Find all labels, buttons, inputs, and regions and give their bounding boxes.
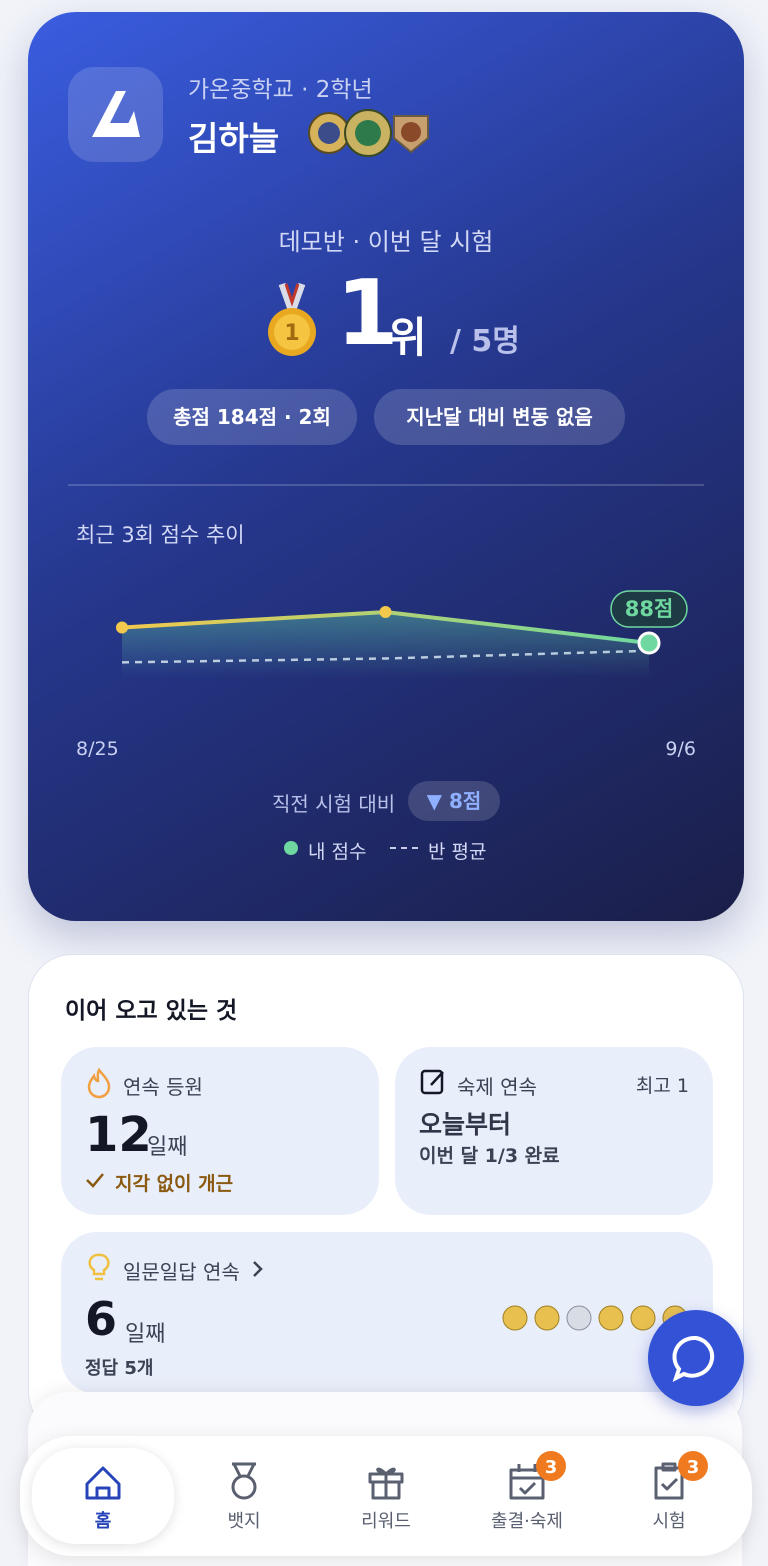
- legend-entry: 내 점수: [308, 841, 367, 863]
- card-value: 6: [85, 1292, 118, 1346]
- card-note: 정답 5개: [85, 1358, 154, 1379]
- divider: [68, 484, 704, 486]
- nav-icons: 홈 뱃지 리워드 출결·숙제 3 시험 3: [85, 1451, 708, 1532]
- medal-rank: 1: [284, 321, 299, 346]
- card-value: 오늘부터: [419, 1110, 512, 1139]
- legend-entry: 반 평균: [428, 841, 487, 863]
- card-label: 숙제 연속: [457, 1075, 537, 1099]
- chat-icon: [672, 1335, 715, 1382]
- medal-icon: 1: [268, 282, 316, 356]
- card-note: 이번 달 1/3 완료: [419, 1145, 560, 1167]
- bottom-nav: 홈 뱃지 리워드 출결·숙제 3 시험 3: [20, 1436, 752, 1556]
- chat-button[interactable]: [648, 1310, 744, 1406]
- nav-badge-count: 3: [687, 1457, 700, 1478]
- bulb-icon: [88, 1253, 110, 1281]
- nav-label[interactable]: 리워드: [361, 1511, 411, 1532]
- rank-total: / 5명: [450, 324, 520, 359]
- card-value: 12: [85, 1107, 152, 1163]
- nav-icon: [231, 1462, 257, 1500]
- badge-icons: [308, 109, 429, 157]
- streak-card: 연속 등원 12 일째 지각 없이 개근: [61, 1047, 379, 1215]
- x-tick-label: 8/25: [76, 738, 119, 760]
- logo-icon: [92, 91, 140, 137]
- check-icon: [86, 1173, 104, 1188]
- card-unit: 일째: [147, 1135, 188, 1160]
- score-hero-card: 가온중학교 · 2학년 김하늘 데모반 · 이번 달 시험 1 1 위 / 5명…: [28, 12, 744, 921]
- comparison-value: ▼ 8점: [408, 781, 500, 821]
- nav-label[interactable]: 홈: [95, 1510, 112, 1532]
- x-tick-label: 9/6: [665, 738, 696, 760]
- nav-icon: [509, 1464, 545, 1500]
- rank-suffix: 위: [388, 313, 427, 362]
- score-point: [637, 631, 661, 655]
- homework-icon: [420, 1069, 444, 1095]
- nav-icon: [85, 1466, 121, 1500]
- rank-context: 데모반 · 이번 달 시험: [278, 228, 494, 256]
- card-label: 일문일답 연속: [123, 1260, 240, 1284]
- nav-badge: [536, 1451, 566, 1481]
- score-point: [116, 621, 128, 634]
- card-best: 최고 1: [635, 1075, 689, 1097]
- nav-badge: [678, 1451, 708, 1481]
- card-note: 지각 없이 개근: [115, 1173, 234, 1195]
- value-label: 88점: [625, 597, 674, 621]
- comparison-label: 직전 시험 대비: [272, 792, 396, 816]
- score-chart: 88점 8/25 9/6: [76, 590, 696, 760]
- rank-position: 1: [336, 261, 399, 366]
- value-label-bg: [610, 590, 688, 628]
- nav-icon: [368, 1467, 404, 1500]
- streak-card[interactable]: 일문일답 연속 6 일째 정답 5개: [61, 1232, 713, 1394]
- nav-icon: [654, 1462, 684, 1500]
- nav-label[interactable]: 시험: [652, 1511, 685, 1532]
- fire-icon: [87, 1067, 111, 1099]
- chart-title: 최근 3회 점수 추이: [76, 523, 245, 547]
- total-pill: 총점 184점 · 2회: [147, 389, 357, 445]
- streak-card: 숙제 연속 최고 1 오늘부터 이번 달 1/3 완료: [395, 1047, 713, 1215]
- nav-label[interactable]: 출결·숙제: [491, 1511, 563, 1532]
- card-label: 연속 등원: [123, 1075, 203, 1099]
- chevron-icon: [253, 1261, 263, 1277]
- change-pill: 지난달 대비 변동 없음: [374, 389, 625, 445]
- avatar: [68, 67, 163, 162]
- nav-badge-count: 3: [545, 1457, 558, 1478]
- section-title: 이어 오고 있는 것: [65, 998, 238, 1024]
- legend-dot: [284, 841, 298, 855]
- streak-section: 이어 오고 있는 것 연속 등원 12 일째 지각 없이 개근 숙제 연속 최고…: [28, 954, 744, 1436]
- score-point: [379, 606, 392, 618]
- nav-label[interactable]: 뱃지: [227, 1511, 260, 1532]
- school: 가온중학교 · 2학년: [188, 77, 373, 103]
- legend-dash: [390, 847, 420, 849]
- card-unit: 일째: [125, 1322, 166, 1347]
- student-name: 김하늘: [188, 119, 280, 158]
- nav-active-bg: [32, 1448, 174, 1544]
